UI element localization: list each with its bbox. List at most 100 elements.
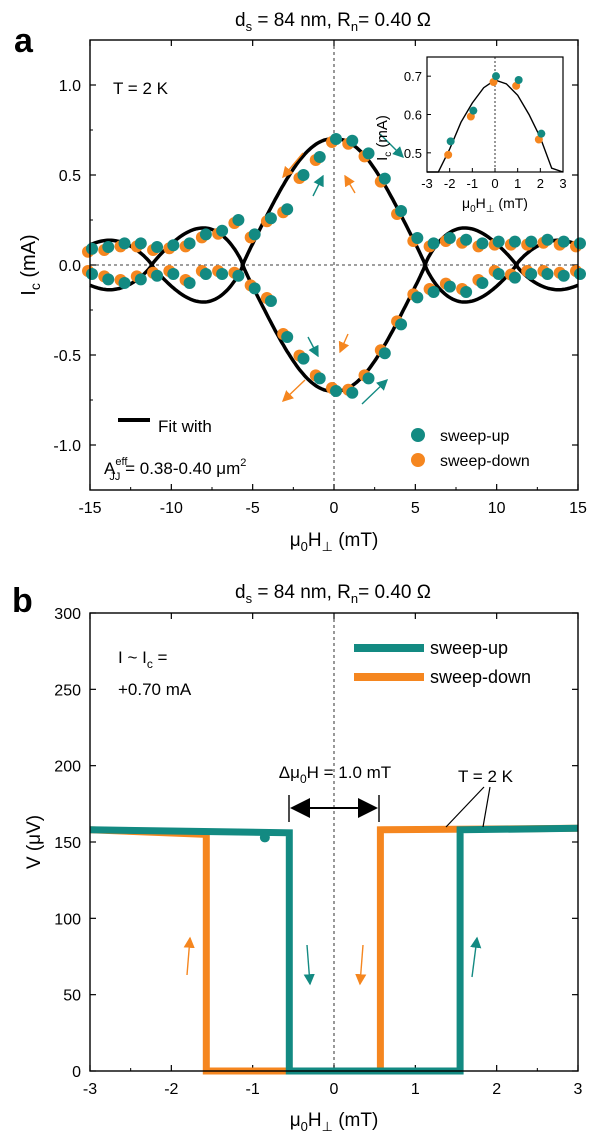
legend-label-sweep-down-b: sweep-down (430, 667, 531, 687)
temperature-pointer (445, 786, 485, 828)
y-tick-label-a: 0.0 (59, 258, 81, 275)
inset-x-tick-label: -3 (421, 176, 433, 191)
data-point-sweep-up (427, 286, 440, 298)
legend-label-sweep-up-a: sweep-up (440, 428, 509, 445)
data-point-sweep-up (346, 134, 359, 147)
inset-a: -3 -2 -1 0 1 2 3 0.7 0.6 0.5 Ic (mA) μ0H⊥ (mT) (374, 56, 567, 215)
data-point-sweep-up (151, 241, 164, 253)
data-point-sweep-up (102, 241, 115, 253)
plot-area-a: -15 -10 -5 0 5 10 151.00.50.0-0.5-1.0 (53, 39, 587, 517)
y-tick-label-b: 200 (54, 759, 81, 776)
x-tick-label-b: 1 (411, 1081, 420, 1098)
data-point-sweep-up (297, 352, 310, 365)
sweep-arrow-a (307, 336, 319, 358)
data-point-sweep-up (525, 235, 538, 248)
data-point-sweep-up (460, 233, 473, 246)
y-axis-label-b: V (μV) (24, 815, 45, 869)
sweep-arrow-a (344, 174, 356, 194)
data-point-sweep-up (346, 386, 359, 399)
y-tick-label-b: 250 (54, 682, 81, 699)
data-point-sweep-up (264, 212, 277, 225)
temperature-label-b: T = 2 K (458, 767, 514, 786)
sweep-arrow-a (361, 379, 389, 405)
data-point-sweep-up (199, 268, 212, 280)
y-tick-label-b: 100 (54, 911, 81, 928)
data-point-sweep-up (216, 224, 229, 237)
data-point-sweep-up (362, 372, 375, 385)
data-point-sweep-up (281, 203, 294, 216)
legend-label-sweep-down-a: sweep-down (440, 453, 530, 470)
sweep-arrow-a (282, 152, 304, 179)
sweep-arrow-b (470, 936, 482, 978)
inset-y-axis-label: Ic (mA) (374, 115, 394, 161)
x-tick-label-b: -1 (246, 1081, 260, 1098)
panel-b: b ds = 84 nm, Rn= 0.40 Ω -3 -2 -1 0 1 2 3 300 25… (12, 582, 583, 1134)
x-tick-label-a: 15 (569, 500, 587, 517)
inset-point-sweep-up (446, 137, 455, 146)
inset-point-sweep-up (537, 129, 546, 138)
sweep-arrow-a (312, 174, 324, 197)
x-tick-label-b: -3 (83, 1081, 97, 1098)
data-point-sweep-up (183, 277, 196, 289)
data-point-sweep-up (216, 268, 229, 280)
panel-a-title: ds = 84 nm, Rn= 0.40 Ω (235, 10, 431, 34)
x-tick-label-a: -10 (160, 500, 183, 517)
inset-point-sweep-up (469, 106, 478, 115)
data-point-sweep-up (362, 147, 375, 160)
inset-point-sweep-down (444, 150, 453, 159)
y-tick-label-a: -1.0 (53, 438, 81, 455)
y-tick-label-a: -0.5 (53, 348, 81, 365)
data-point-sweep-up (232, 269, 245, 282)
x-tick-label-b: -2 (164, 1081, 178, 1098)
inset-x-axis-label: μ0H⊥ (mT) (462, 195, 528, 215)
data-point-sweep-up (264, 295, 277, 307)
data-point-sweep-up (313, 372, 326, 385)
data-point-sweep-up (476, 277, 489, 289)
plot-frame-b (89, 612, 579, 1072)
panel-a: a ds = 84 nm, Rn= 0.40 Ω -15 -10 -5 0 5 10 151… (14, 10, 587, 554)
data-point-sweep-up (574, 268, 586, 280)
data-point-sweep-up (199, 228, 212, 241)
data-point-sweep-up (574, 237, 586, 250)
sweep-arrow-a (379, 133, 404, 158)
x-tick-label-b: 3 (574, 1081, 583, 1098)
x-axis-label-b: μ0H⊥ (mT) (290, 1110, 379, 1134)
y-tick-label-b: 0 (72, 1064, 81, 1081)
data-point-sweep-up (86, 268, 98, 280)
sweep-arrow-b (183, 936, 195, 976)
sweep-arrow-a (281, 379, 306, 402)
y-tick-label-b: 50 (63, 988, 81, 1005)
panel-b-letter: b (12, 582, 33, 620)
x-axis-label-a: μ0H⊥ (mT) (290, 530, 379, 554)
temperature-pointer (482, 786, 491, 828)
current-label-line1: I ~ Ic = (118, 648, 168, 671)
data-point-sweep-up (395, 205, 408, 217)
data-point-sweep-up (313, 151, 326, 163)
panel-b-title: ds = 84 nm, Rn= 0.40 Ω (235, 582, 431, 606)
data-point-sweep-up (557, 269, 570, 282)
inset-plot-area: -3 -2 -1 0 1 2 3 0.7 0.6 0.5 (404, 57, 567, 191)
fit-legend-label: Fit with (158, 417, 212, 436)
x-tick-label-a: -15 (78, 500, 101, 517)
inset-x-tick-label: 3 (559, 176, 566, 191)
y-tick-label-a: 1.0 (59, 78, 81, 95)
panel-a-letter: a (14, 22, 34, 60)
data-point-sweep-up (476, 237, 489, 250)
data-point-sweep-up (297, 169, 310, 181)
data-point-sweep-up (427, 237, 440, 250)
legend-marker-sweep-down-a (411, 453, 425, 467)
aeff-label: Aeff JJ = 0.38-0.40 μm2 (104, 456, 246, 483)
current-label-line2: +0.70 mA (118, 680, 192, 699)
data-point-sweep-up (134, 273, 147, 286)
data-point-sweep-up (378, 172, 391, 185)
data-point-sweep-up (411, 291, 424, 304)
data-point-sweep-up (492, 268, 505, 280)
legend-marker-sweep-up-a (411, 428, 425, 442)
data-point-sweep-up (118, 277, 131, 289)
data-point-sweep-up (86, 242, 98, 255)
inset-point-sweep-up (492, 72, 500, 81)
data-point-sweep-up (134, 237, 147, 250)
y-tick-label-a: 0.5 (59, 168, 81, 185)
data-point-sweep-up (541, 268, 554, 280)
